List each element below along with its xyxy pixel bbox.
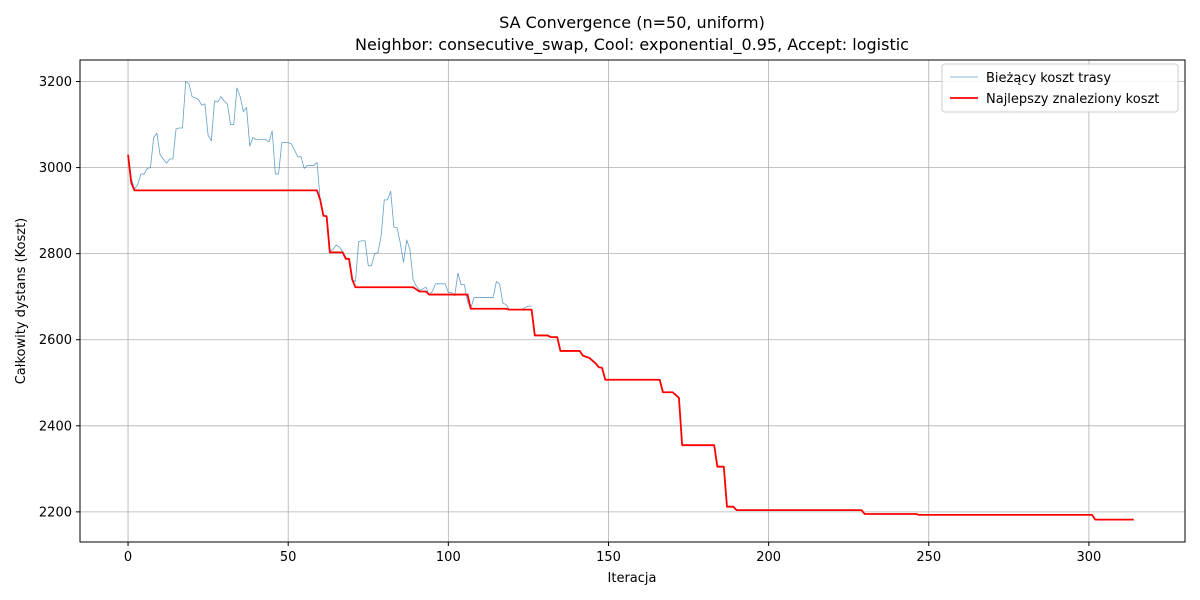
x-tick-label: 50 bbox=[280, 550, 297, 565]
x-axis-label: Iteracja bbox=[608, 571, 657, 586]
y-tick-label: 3000 bbox=[39, 161, 72, 176]
legend-label-current-cost: Bieżący koszt trasy bbox=[986, 71, 1111, 86]
plot-frame bbox=[79, 59, 1186, 543]
chart-title: SA Convergence (n=50, uniform) bbox=[499, 13, 765, 32]
chart-subtitle: Neighbor: consecutive_swap, Cool: expone… bbox=[355, 35, 909, 55]
y-axis-label: Całkowity dystans (Koszt) bbox=[14, 218, 29, 385]
y-tick-label: 2400 bbox=[39, 419, 72, 434]
y-tick-label: 2800 bbox=[39, 247, 72, 262]
y-tick-label: 3200 bbox=[39, 75, 72, 90]
legend-label-best-cost: Najlepszy znaleziony koszt bbox=[986, 92, 1159, 107]
x-tick-label: 300 bbox=[1076, 550, 1101, 565]
x-tick-label: 0 bbox=[124, 550, 132, 565]
axes-layer: 0 50 100 150 200 250 300 2200 2400 2600 2800 3000 32… bbox=[39, 59, 1186, 565]
series-line-best-cost bbox=[127, 154, 1134, 521]
x-tick-label: 150 bbox=[596, 550, 621, 565]
x-tick-label: 100 bbox=[436, 550, 461, 565]
legend-box bbox=[941, 63, 1179, 113]
y-tick-label: 2600 bbox=[39, 333, 72, 348]
series-layer bbox=[127, 81, 1134, 521]
legend: Bieżący koszt trasy Najlepszy znaleziony… bbox=[941, 63, 1179, 113]
x-tick-label: 250 bbox=[916, 550, 941, 565]
x-tick-label: 200 bbox=[756, 550, 781, 565]
grid-layer bbox=[80, 60, 1185, 542]
y-tick-label: 2200 bbox=[39, 505, 72, 520]
